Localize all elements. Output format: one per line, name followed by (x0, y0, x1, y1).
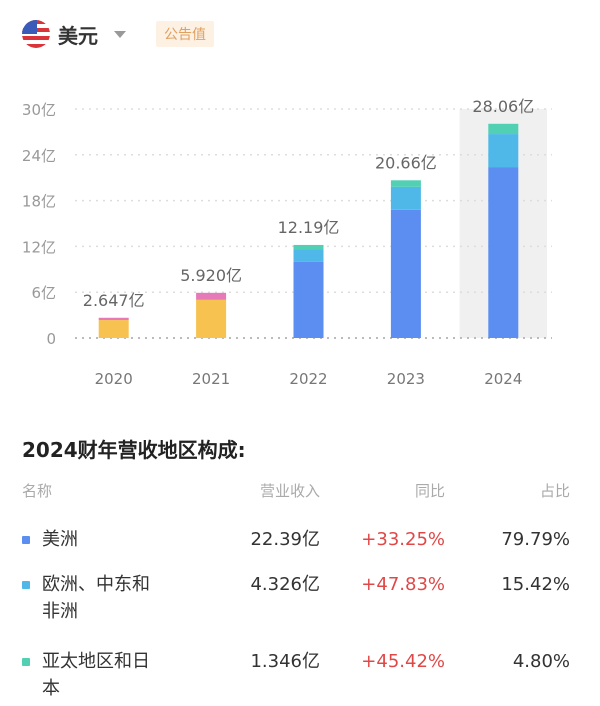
x-tick-label: 2020 (95, 370, 133, 388)
y-tick-label: 12亿 (22, 238, 56, 256)
bar-segment (390, 186, 421, 210)
x-tick-label: 2023 (387, 370, 425, 388)
bar-total-label: 12.19亿 (278, 218, 340, 237)
x-tick-label: 2024 (484, 370, 522, 388)
share-value: 79.79% (501, 529, 570, 550)
header-name: 名称 (22, 482, 53, 500)
yoy-value: +33.25% (361, 529, 445, 550)
revenue-bar-chart: 0 6亿 12亿 18亿 24亿 30亿 2.647亿 2020 5.920亿 2021 12.19… (22, 97, 552, 388)
bar-segment (488, 134, 519, 168)
bar-segment (196, 299, 227, 338)
bar-segment (98, 317, 129, 321)
y-tick-label: 18亿 (22, 193, 56, 211)
bar-total-label: 20.66亿 (375, 153, 437, 172)
yoy-value: +47.83% (361, 574, 445, 595)
bar-total-label: 28.06亿 (472, 97, 534, 116)
y-tick-label: 24亿 (22, 147, 56, 165)
bar-segment (98, 320, 129, 338)
bar-segment (293, 244, 324, 250)
revenue-value: 1.346亿 (250, 651, 320, 672)
bar-segment (196, 292, 227, 300)
bar-segment (390, 180, 421, 187)
region-name: 亚太地区和日本 (42, 651, 150, 699)
bar-total-label: 5.920亿 (180, 266, 242, 285)
share-value: 4.80% (512, 651, 570, 672)
revenue-value: 22.39亿 (250, 529, 320, 550)
us-flag-icon (22, 20, 50, 48)
x-tick-label: 2021 (192, 370, 230, 388)
region-name: 美洲 (42, 529, 78, 550)
x-tick-label: 2022 (289, 370, 327, 388)
y-tick-label: 0 (46, 330, 56, 348)
share-value: 15.42% (501, 574, 570, 595)
bar-segment (390, 209, 421, 338)
legend-swatch (22, 581, 30, 589)
revenue-value: 4.326亿 (250, 574, 320, 595)
chevron-down-icon[interactable] (114, 30, 126, 38)
bar-segment (488, 167, 519, 338)
region-name: 欧洲、中东和 非洲 (42, 574, 150, 622)
breakdown-title: 2024财年营收地区构成: (22, 438, 246, 462)
legend-swatch (22, 658, 30, 666)
bar-segment (488, 123, 519, 135)
y-tick-label: 6亿 (31, 284, 56, 302)
header-share: 占比 (539, 482, 570, 500)
header-revenue: 营业收入 (259, 482, 320, 500)
currency-header: 美元 公告值 (22, 14, 214, 54)
bar-segment (293, 249, 324, 262)
currency-selector[interactable]: 美元 (58, 23, 98, 48)
header-yoy: 同比 (414, 482, 445, 500)
legend-swatch (22, 536, 30, 544)
bar-total-label: 2.647亿 (83, 291, 145, 310)
bar-segment (293, 261, 324, 338)
y-tick-label: 30亿 (22, 101, 56, 119)
yoy-value: +45.42% (361, 651, 445, 672)
announced-value-badge[interactable]: 公告值 (156, 21, 214, 47)
